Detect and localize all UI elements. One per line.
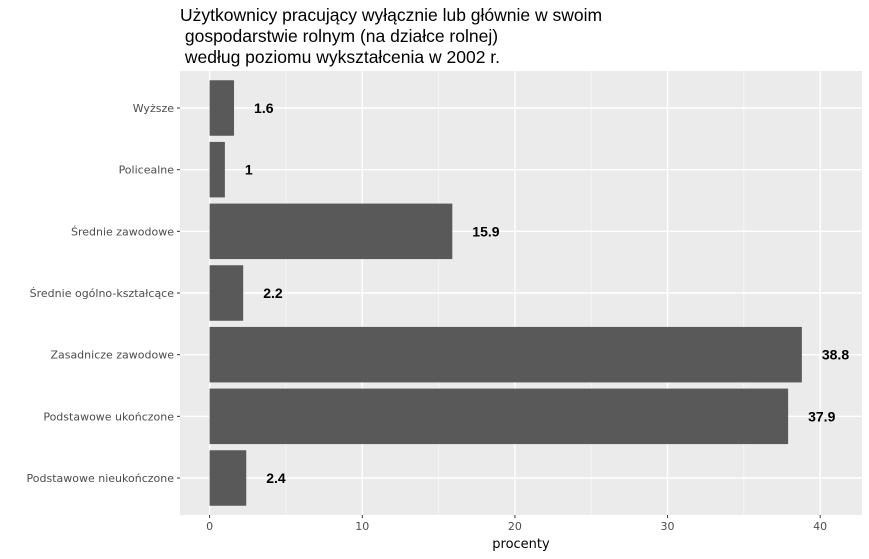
value-label-7: 2.4 <box>266 470 286 486</box>
value-label-2: 1 <box>245 162 253 178</box>
x-tick-label: 0 <box>206 520 213 533</box>
bar-1 <box>209 80 235 136</box>
title-line: Użytkownicy pracujący wyłącznie lub głów… <box>180 5 602 25</box>
x-tick-label: 20 <box>508 520 522 533</box>
y-axis: Wyższe Policealne Średnie zawodowe Średnie … <box>27 102 180 485</box>
bars <box>209 80 802 506</box>
bar-7 <box>209 450 247 506</box>
category-label: Średnie ogólno-kształcące <box>30 287 175 300</box>
x-tick-label: 10 <box>355 520 369 533</box>
bar-6 <box>209 388 789 445</box>
x-tick-label: 30 <box>661 520 675 533</box>
value-label-6: 37.9 <box>808 408 835 424</box>
bar-4 <box>209 265 244 321</box>
bar-5 <box>209 326 802 383</box>
title-line: według poziomu wykształcenia w 2002 r. <box>180 47 500 67</box>
category-label: Zasadnicze zawodowe <box>50 349 174 362</box>
category-label: Podstawowe nieukończone <box>27 472 175 485</box>
bar-2 <box>209 141 225 198</box>
chart-title: Użytkownicy pracujący wyłącznie lub głów… <box>180 5 602 67</box>
category-label: Średnie zawodowe <box>71 225 174 238</box>
bar-3 <box>209 203 453 260</box>
value-label-1: 1.6 <box>254 100 274 116</box>
category-label: Policealne <box>119 164 175 177</box>
value-label-5: 38.8 <box>822 347 849 363</box>
value-label-3: 15.9 <box>472 223 499 239</box>
title-line: gospodarstwie rolnym (na działce rolnej) <box>180 26 498 46</box>
category-label: Wyższe <box>133 102 174 115</box>
x-axis: 0 10 20 30 40 <box>206 515 827 533</box>
value-label-4: 2.2 <box>263 285 283 301</box>
value-labels: 1.6 1 15.9 2.2 38.8 37.9 2.4 <box>245 100 849 486</box>
x-tick-label: 40 <box>813 520 827 533</box>
x-axis-title: procenty <box>492 537 550 552</box>
category-label: Podstawowe ukończone <box>43 410 174 423</box>
